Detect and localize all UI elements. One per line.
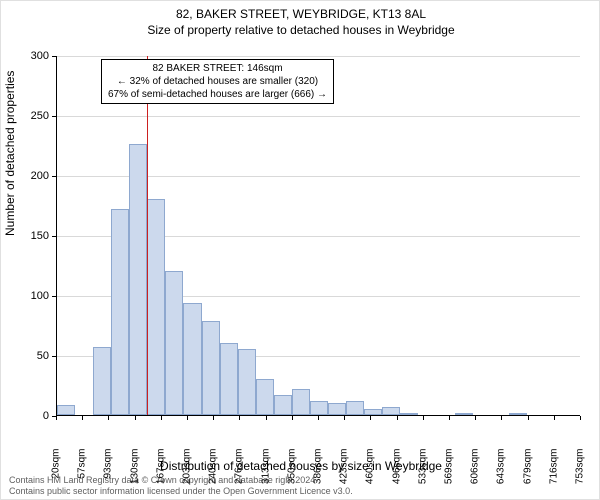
x-tick-label: 716sqm	[548, 449, 559, 499]
x-tick-label: 276sqm	[234, 449, 245, 499]
x-tick-mark	[423, 416, 424, 420]
x-tick-label: 569sqm	[444, 449, 455, 499]
histogram-bar	[129, 144, 147, 415]
x-tick-label: 313sqm	[260, 449, 271, 499]
histogram-bar	[509, 413, 527, 415]
histogram-bar	[220, 343, 238, 415]
x-tick-label: 350sqm	[286, 449, 297, 499]
y-tick-mark	[52, 176, 56, 177]
histogram-bar	[202, 321, 220, 415]
x-tick-mark	[318, 416, 319, 420]
chart-container: 82, BAKER STREET, WEYBRIDGE, KT13 8AL Si…	[0, 0, 600, 500]
annotation-line-3: 67% of semi-detached houses are larger (…	[108, 88, 327, 101]
histogram-bar	[455, 413, 473, 415]
x-tick-mark	[187, 416, 188, 420]
x-tick-label: 130sqm	[129, 449, 140, 499]
y-axis-label: Number of detached properties	[3, 71, 17, 236]
y-tick-label: 200	[9, 170, 49, 182]
x-tick-mark	[580, 416, 581, 420]
histogram-bar	[238, 349, 256, 415]
x-tick-mark	[528, 416, 529, 420]
histogram-bar	[256, 379, 274, 415]
x-axis-label: Distribution of detached houses by size …	[1, 459, 600, 473]
x-tick-mark	[161, 416, 162, 420]
histogram-bar	[183, 303, 201, 415]
y-tick-mark	[52, 296, 56, 297]
y-tick-label: 150	[9, 230, 49, 242]
x-tick-label: 496sqm	[391, 449, 402, 499]
x-tick-mark	[292, 416, 293, 420]
x-tick-mark	[213, 416, 214, 420]
chart-supertitle: 82, BAKER STREET, WEYBRIDGE, KT13 8AL	[1, 7, 600, 21]
x-tick-label: 240sqm	[208, 449, 219, 499]
plot-area	[56, 56, 580, 416]
x-tick-mark	[554, 416, 555, 420]
x-tick-mark	[108, 416, 109, 420]
y-tick-label: 250	[9, 110, 49, 122]
histogram-bar	[400, 413, 418, 415]
histogram-bar	[310, 401, 328, 415]
x-tick-label: 679sqm	[522, 449, 533, 499]
marker-line	[147, 56, 148, 415]
y-tick-label: 0	[9, 410, 49, 422]
histogram-bar	[147, 199, 165, 415]
y-tick-mark	[52, 56, 56, 57]
y-tick-mark	[52, 236, 56, 237]
x-tick-label: 606sqm	[470, 449, 481, 499]
x-tick-mark	[82, 416, 83, 420]
x-tick-mark	[239, 416, 240, 420]
x-tick-mark	[370, 416, 371, 420]
histogram-bar	[274, 395, 292, 415]
y-tick-label: 100	[9, 290, 49, 302]
x-tick-mark	[135, 416, 136, 420]
annotation-box: 82 BAKER STREET: 146sqm← 32% of detached…	[101, 59, 334, 104]
y-tick-label: 300	[9, 50, 49, 62]
x-tick-mark	[501, 416, 502, 420]
histogram-bar	[165, 271, 183, 415]
histogram-bar	[382, 407, 400, 415]
x-tick-label: 460sqm	[365, 449, 376, 499]
x-tick-label: 203sqm	[182, 449, 193, 499]
gridline-h	[57, 56, 580, 57]
x-tick-label: 753sqm	[575, 449, 586, 499]
x-tick-label: 386sqm	[313, 449, 324, 499]
x-tick-mark	[56, 416, 57, 420]
histogram-bar	[364, 409, 382, 415]
x-tick-label: 20sqm	[51, 449, 62, 499]
x-tick-label: 533sqm	[417, 449, 428, 499]
histogram-bar	[346, 401, 364, 415]
histogram-bar	[292, 389, 310, 415]
x-tick-mark	[449, 416, 450, 420]
x-tick-label: 93sqm	[103, 449, 114, 499]
x-tick-label: 643sqm	[496, 449, 507, 499]
x-tick-mark	[475, 416, 476, 420]
y-tick-label: 50	[9, 350, 49, 362]
y-tick-mark	[52, 116, 56, 117]
x-tick-label: 167sqm	[155, 449, 166, 499]
annotation-line-1: 82 BAKER STREET: 146sqm	[108, 62, 327, 75]
histogram-bar	[328, 403, 346, 415]
x-tick-label: 57sqm	[77, 449, 88, 499]
x-tick-mark	[266, 416, 267, 420]
chart-title: Size of property relative to detached ho…	[1, 23, 600, 37]
annotation-line-2: ← 32% of detached houses are smaller (32…	[108, 75, 327, 88]
histogram-bar	[93, 347, 111, 415]
histogram-bar	[57, 405, 75, 415]
histogram-bar	[111, 209, 129, 415]
y-tick-mark	[52, 356, 56, 357]
x-tick-mark	[397, 416, 398, 420]
x-tick-label: 423sqm	[339, 449, 350, 499]
x-tick-mark	[344, 416, 345, 420]
gridline-h	[57, 116, 580, 117]
